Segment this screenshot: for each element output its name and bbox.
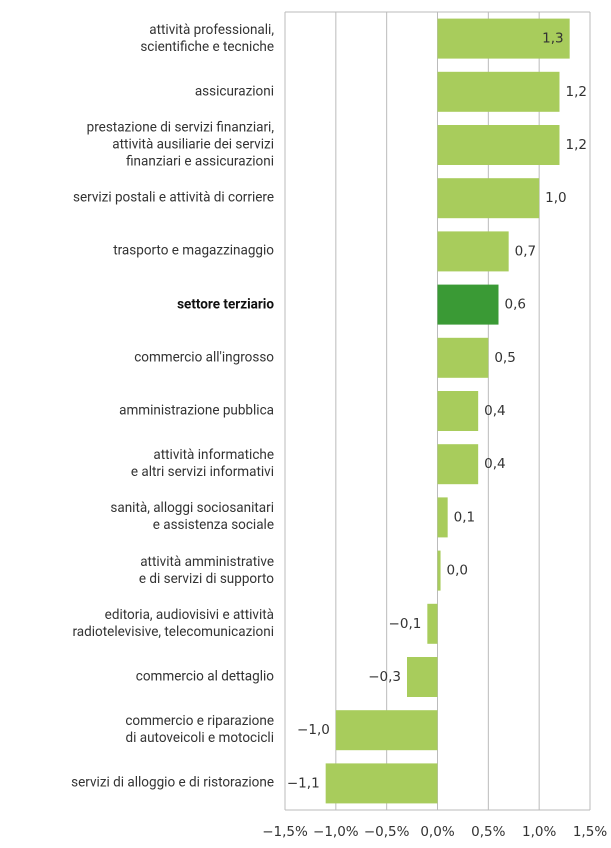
- value-label: −1,1: [287, 775, 320, 791]
- category-label: settore terziario: [177, 296, 274, 313]
- category-label: editoria, audiovisivi e attività radiote…: [72, 606, 275, 640]
- category-label: assicurazioni: [194, 83, 274, 100]
- category-label: commercio e riparazione di autoveicoli e…: [125, 713, 274, 747]
- x-tick-label: 1,5%: [573, 824, 607, 840]
- x-tick-label: 0,0%: [420, 824, 454, 840]
- x-tick-label: −0,5%: [364, 824, 410, 840]
- x-tick-label: 0,5%: [471, 824, 505, 840]
- category-label: commercio all'ingrosso: [134, 349, 274, 366]
- value-label: 1,0: [545, 190, 566, 206]
- bar: [437, 337, 489, 378]
- category-label: sanità, alloggi sociosanitari e assisten…: [110, 500, 274, 534]
- bar: [437, 497, 448, 538]
- category-label: amministrazione pubblica: [119, 402, 274, 419]
- value-label: 0,7: [515, 243, 536, 259]
- bar: [437, 178, 540, 219]
- value-label: 0,1: [454, 509, 475, 525]
- value-label: 0,4: [484, 403, 505, 419]
- bar: [437, 391, 479, 431]
- bar: [335, 710, 438, 751]
- bar: [437, 231, 509, 272]
- value-label: 0,4: [484, 456, 505, 472]
- category-label: prestazione di servizi finanziari, attiv…: [86, 119, 274, 170]
- bar: [437, 284, 499, 325]
- category-label: attività informatiche e altri servizi in…: [130, 447, 274, 481]
- x-tick-label: 1,0%: [522, 824, 556, 840]
- value-label: 1,2: [566, 84, 587, 100]
- value-label: −0,3: [368, 669, 401, 685]
- category-label: commercio al dettaglio: [135, 668, 274, 685]
- bar: [437, 550, 441, 591]
- value-label: −1,0: [297, 722, 330, 738]
- x-tick-label: −1,0%: [313, 824, 359, 840]
- bar: [427, 603, 438, 644]
- category-label: attività amministrative e di servizi di …: [138, 553, 274, 587]
- bar: [325, 763, 438, 804]
- bar: [407, 657, 438, 697]
- value-label: 0,5: [494, 350, 515, 366]
- bar: [437, 71, 560, 112]
- bar: [437, 444, 479, 485]
- bar: [437, 125, 560, 165]
- value-label: 0,0: [447, 563, 468, 579]
- category-label: attività professionali, scientifiche e t…: [140, 21, 274, 55]
- value-label: 0,6: [505, 297, 526, 313]
- value-label: 1,3: [542, 31, 563, 47]
- category-label: trasporto e magazzinaggio: [113, 242, 274, 259]
- x-tick-label: −1,5%: [262, 824, 308, 840]
- bar: [437, 18, 570, 59]
- category-label: servizi di alloggio e di ristorazione: [71, 774, 274, 791]
- category-label: servizi postali e attività di corriere: [73, 189, 274, 206]
- value-label: 1,2: [566, 137, 587, 153]
- value-label: −0,1: [389, 616, 422, 632]
